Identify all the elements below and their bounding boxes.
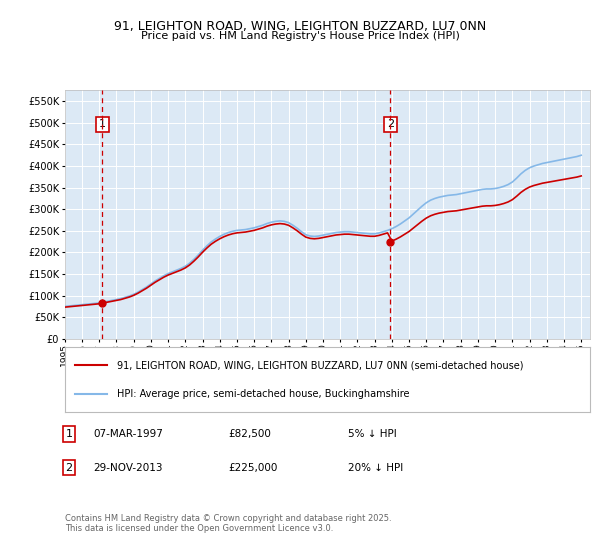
Text: £82,500: £82,500: [228, 429, 271, 439]
Text: 5% ↓ HPI: 5% ↓ HPI: [348, 429, 397, 439]
Text: 20% ↓ HPI: 20% ↓ HPI: [348, 463, 403, 473]
Text: 1: 1: [99, 119, 106, 129]
Text: Price paid vs. HM Land Registry's House Price Index (HPI): Price paid vs. HM Land Registry's House …: [140, 31, 460, 41]
Text: 91, LEIGHTON ROAD, WING, LEIGHTON BUZZARD, LU7 0NN (semi-detached house): 91, LEIGHTON ROAD, WING, LEIGHTON BUZZAR…: [118, 360, 524, 370]
Text: 91, LEIGHTON ROAD, WING, LEIGHTON BUZZARD, LU7 0NN: 91, LEIGHTON ROAD, WING, LEIGHTON BUZZAR…: [114, 20, 486, 32]
Text: Contains HM Land Registry data © Crown copyright and database right 2025.
This d: Contains HM Land Registry data © Crown c…: [65, 514, 391, 533]
Text: 2: 2: [387, 119, 394, 129]
Text: £225,000: £225,000: [228, 463, 277, 473]
Text: 29-NOV-2013: 29-NOV-2013: [93, 463, 163, 473]
Text: 07-MAR-1997: 07-MAR-1997: [93, 429, 163, 439]
Text: 1: 1: [65, 429, 73, 439]
Text: HPI: Average price, semi-detached house, Buckinghamshire: HPI: Average price, semi-detached house,…: [118, 389, 410, 399]
Text: 2: 2: [65, 463, 73, 473]
